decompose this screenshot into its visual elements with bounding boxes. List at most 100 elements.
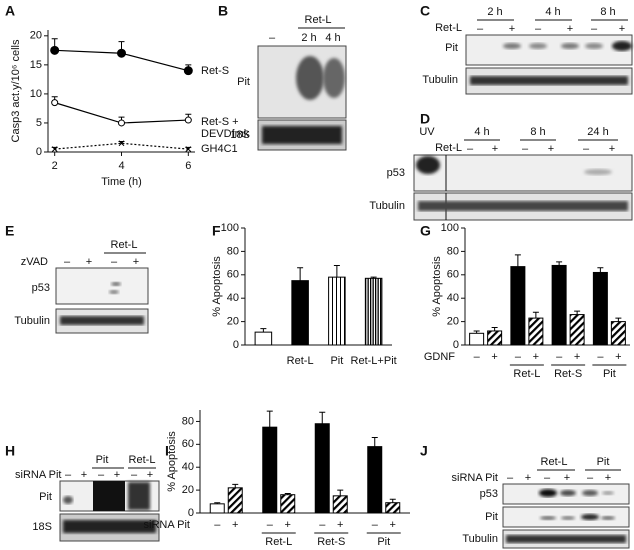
error-bar — [260, 328, 267, 333]
bar — [254, 331, 273, 346]
x-tick-label: + — [285, 519, 291, 531]
error-bar — [615, 317, 622, 322]
error-bar — [232, 483, 239, 488]
group-label: Pit — [597, 456, 610, 468]
marker — [185, 146, 192, 152]
y-tick-label: 40 — [447, 292, 459, 304]
error-bar — [297, 267, 304, 281]
x-tick-label: Ret-L — [287, 355, 314, 367]
x-tick-label: – — [474, 351, 481, 363]
error-bar — [556, 261, 563, 266]
x-axis-label: GDNF — [424, 351, 455, 363]
group-label: Ret-L — [265, 536, 292, 548]
bar — [291, 280, 309, 346]
marker — [118, 119, 125, 127]
y-tick-label: 60 — [182, 438, 194, 450]
row-label: p53 — [387, 167, 405, 179]
y-tick-label: 20 — [30, 30, 42, 42]
group-label: Ret-S — [554, 368, 582, 380]
sign: + — [525, 472, 531, 484]
y-tick-label: 0 — [453, 339, 459, 351]
row-label: Pit — [39, 491, 52, 503]
x-tick-label: 6 — [185, 160, 191, 172]
error-bar — [389, 498, 396, 503]
time-label: 8 h — [600, 6, 615, 18]
error-bar — [266, 410, 273, 428]
sign: – — [477, 23, 484, 35]
x-axis-label: Time (h) — [101, 176, 142, 188]
group-label: Ret-L — [513, 368, 540, 380]
bar — [469, 332, 485, 346]
group-label: Pit — [603, 368, 616, 380]
y-tick-label: 80 — [182, 415, 194, 427]
row-label: Pit — [237, 76, 250, 88]
panel-label: D — [420, 111, 430, 127]
sign: – — [131, 469, 138, 481]
y-tick-label: 40 — [227, 292, 239, 304]
row-label: 18S — [230, 129, 250, 141]
marker — [51, 146, 58, 152]
band — [262, 126, 342, 144]
row-label: Pit — [445, 42, 458, 54]
bar — [610, 321, 626, 346]
marker — [184, 116, 192, 124]
panel-label: E — [5, 223, 14, 239]
band — [323, 58, 345, 98]
group-label: Pit — [377, 536, 390, 548]
bar — [367, 446, 383, 514]
blot-panel-d: UV 4 h 8 h 24 h Ret-L – + – + – + p53 Tu… — [369, 126, 633, 221]
control-label: UV — [419, 126, 435, 138]
lane-label: 2 h — [301, 32, 316, 44]
x-tick-label: Ret-L+Pit — [351, 355, 397, 367]
x-tick-label: – — [267, 519, 274, 531]
panel-label: F — [212, 223, 221, 239]
bar — [528, 317, 544, 346]
series-label: GH4C1 — [201, 143, 238, 156]
x-tick-label: Pit — [330, 355, 343, 367]
lane-label: 4 h — [325, 32, 340, 44]
y-axis-label: % Apoptosis — [431, 256, 443, 317]
sign: – — [522, 143, 529, 155]
blot-panel-b: Ret-L – 2 h 4 h Pit 18S — [230, 14, 347, 151]
x-tick-label: – — [556, 351, 563, 363]
marker — [51, 99, 59, 107]
group-label: Ret-L — [111, 239, 138, 251]
treatment-label: Ret-L — [435, 142, 462, 154]
x-tick-label: – — [597, 351, 604, 363]
error-bar — [337, 489, 344, 496]
sign: + — [81, 469, 87, 481]
y-tick-label: 0 — [36, 146, 42, 158]
y-tick-label: 15 — [30, 59, 42, 71]
y-tick-label: 40 — [182, 461, 194, 473]
time-label: 4 h — [545, 6, 560, 18]
time-label: 2 h — [487, 6, 502, 18]
error-bar — [514, 254, 521, 267]
treatment-label: siRNA Pit — [15, 469, 61, 481]
time-label: 8 h — [530, 126, 545, 138]
y-tick-label: 80 — [447, 245, 459, 257]
sign: + — [492, 143, 498, 155]
sign: – — [591, 23, 598, 35]
series-label: Ret-S — [201, 64, 230, 77]
y-tick-label: 0 — [233, 339, 239, 351]
error-bar — [333, 264, 340, 278]
marker — [117, 48, 126, 58]
row-label: 18S — [32, 521, 52, 533]
row-label: p53 — [32, 282, 50, 294]
marker — [50, 45, 60, 55]
row-label: Tubulin — [462, 533, 498, 545]
sign: + — [564, 472, 570, 484]
sign: – — [587, 472, 594, 484]
bar — [510, 266, 526, 346]
group-label: Pit — [96, 454, 109, 466]
marker — [118, 140, 125, 147]
sign: + — [605, 472, 611, 484]
treatment-label: siRNA Pit — [452, 472, 498, 484]
x-tick-label: – — [372, 519, 379, 531]
x-tick-label: 4 — [118, 160, 124, 172]
panel-label: I — [165, 443, 169, 459]
row-label: Tubulin — [369, 200, 405, 212]
bar — [364, 277, 383, 346]
blot-panel-j: Ret-L Pit siRNA Pit – + – + – + p53 Pit … — [452, 456, 630, 549]
x-tick-label: – — [214, 519, 221, 531]
